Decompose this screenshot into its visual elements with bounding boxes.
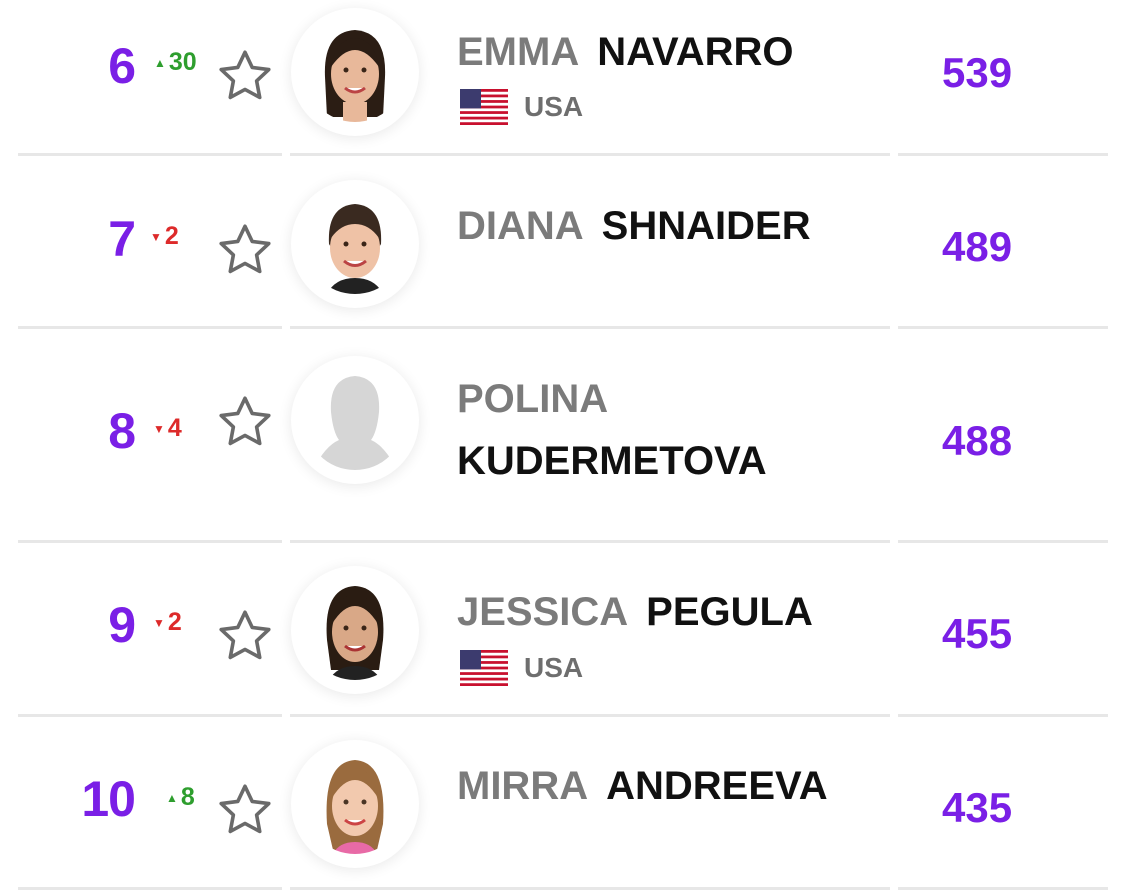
country-code: USA [524,91,584,122]
ranking-points: 488 [942,417,1013,464]
row-divider [18,887,282,890]
row-divider [290,714,890,717]
ranking-points: 489 [942,223,1013,270]
row-divider [290,153,890,156]
person-silhouette-icon [305,370,405,470]
rank-number: 9 [108,597,136,653]
player-country: USA [460,650,583,686]
rank-movement-down: ▼ 2 [150,224,179,249]
rank-movement-value: 2 [164,222,179,250]
row-divider [898,153,1108,156]
rank-movement-value: 4 [167,414,182,442]
avatar[interactable] [291,356,419,484]
ranking-row[interactable]: 10 ▲ 8 MIRRA ANDREEVA 435 [0,716,1125,890]
player-photo [305,194,405,294]
rank-movement-value: 30 [168,48,197,76]
avatar[interactable] [291,740,419,868]
star-outline-icon[interactable] [214,391,276,453]
player-first-name[interactable]: JESSICA [457,590,629,634]
row-divider [290,326,890,329]
star-outline-icon[interactable] [214,45,276,107]
rank-movement-value: 8 [180,783,195,811]
country-code: USA [524,652,584,683]
star-outline-icon[interactable] [214,219,276,281]
row-divider [18,326,282,329]
rank-number: 10 [81,771,136,827]
ranking-points: 539 [942,49,1013,96]
ranking-row[interactable]: 8 ▼ 4 POLINA KUDERMETOVA 488 [0,328,1125,542]
avatar[interactable] [291,566,419,694]
rank-movement-up: ▲ 8 [166,785,195,810]
row-divider [18,540,282,543]
star-outline-icon[interactable] [214,779,276,841]
rank-movement-up: ▲ 30 [154,50,197,75]
player-first-name[interactable]: DIANA [457,204,584,248]
rank-movement-value: 2 [167,608,182,636]
player-last-name[interactable]: NAVARRO [597,30,794,74]
player-last-name[interactable]: PEGULA [646,590,813,634]
avatar[interactable] [291,180,419,308]
player-last-name[interactable]: ANDREEVA [606,764,828,808]
player-photo [305,580,405,680]
player-last-name[interactable]: KUDERMETOVA [457,439,767,483]
triangle-up-icon: ▲ [154,55,166,70]
usa-flag-icon [460,89,508,125]
rank-movement-down: ▼ 2 [153,610,182,635]
triangle-down-icon: ▼ [153,421,165,436]
star-outline-icon[interactable] [214,605,276,667]
ranking-row[interactable]: 6 ▲ 30 EMMA NAVARRO USA 539 [0,0,1125,156]
ranking-row[interactable]: 7 ▼ 2 DIANA SHNAIDER 489 [0,156,1125,328]
player-first-name[interactable]: EMMA [457,30,580,74]
ranking-points: 455 [942,610,1013,657]
triangle-down-icon: ▼ [150,229,162,244]
row-divider [18,153,282,156]
player-last-name[interactable]: SHNAIDER [601,204,811,248]
row-divider [898,887,1108,890]
triangle-down-icon: ▼ [153,615,165,630]
player-photo [305,754,405,854]
rank-number: 6 [108,38,136,94]
player-photo [305,22,405,122]
player-country: USA [460,89,583,125]
row-divider [290,887,890,890]
triangle-up-icon: ▲ [166,790,178,805]
row-divider [18,714,282,717]
row-divider [290,540,890,543]
rank-movement-down: ▼ 4 [153,416,182,441]
ranking-points: 435 [942,784,1013,831]
row-divider [898,540,1108,543]
rank-number: 7 [108,211,136,267]
avatar[interactable] [291,8,419,136]
player-first-name[interactable]: MIRRA [457,764,589,808]
rank-number: 8 [108,403,136,459]
row-divider [898,326,1108,329]
row-divider [898,714,1108,717]
usa-flag-icon [460,650,508,686]
player-first-name[interactable]: POLINA [457,377,609,421]
ranking-row[interactable]: 9 ▼ 2 JESSICA PEGULA USA 455 [0,542,1125,716]
